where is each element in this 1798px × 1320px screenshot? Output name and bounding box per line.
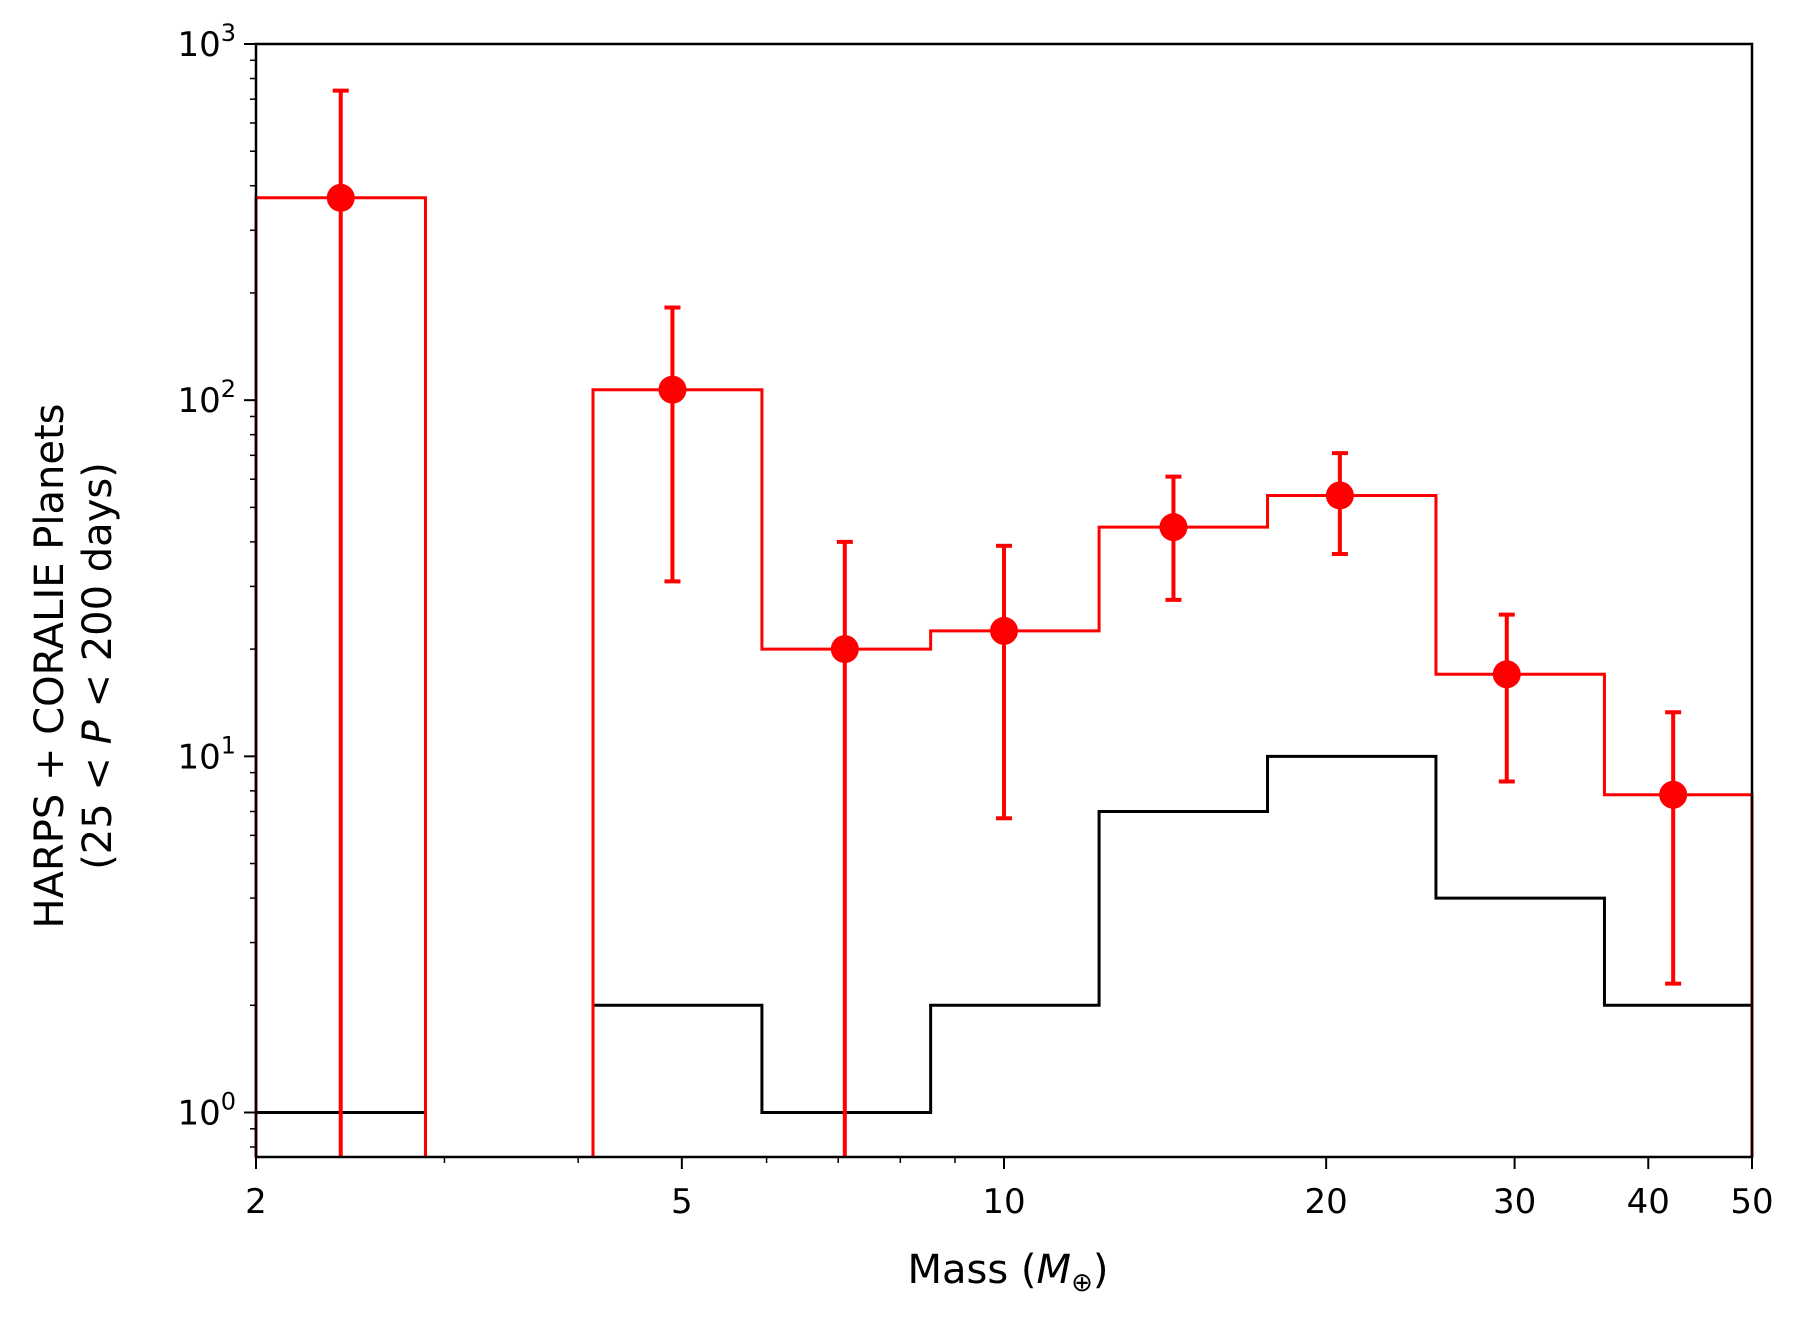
data-point [990,616,1018,645]
y-tick-label: 102 [177,375,236,421]
x-tick-label: 20 [1305,1182,1348,1222]
y-axis-ticks: 100 101 102 103 [177,19,256,1148]
red-data-points [326,88,1688,1157]
y-axis-label: HARPS + CORALIE Planets (25 < P < 200 da… [27,404,121,929]
data-point [1159,513,1188,542]
data-point [326,183,355,212]
data-point [830,635,859,664]
y-tick-label: 101 [177,731,236,777]
x-tick-label: 2 [245,1182,267,1222]
x-tick-label: 30 [1493,1182,1536,1222]
data-point [1325,481,1354,510]
x-tick-label: 40 [1627,1182,1670,1222]
x-tick-label: 5 [671,1182,693,1222]
data-point [658,375,687,404]
y-axis-label-line2: (25 < P < 200 days) [75,462,121,870]
y-tick-label: 103 [177,19,236,65]
x-tick-label: 50 [1730,1182,1773,1222]
data-point [1659,780,1688,809]
y-axis-label-line1: HARPS + CORALIE Planets [27,404,73,929]
data-point [1492,660,1521,689]
x-axis-ticks: 2 5 10 20 30 40 50 [245,1157,1774,1222]
x-axis-label: Mass (M⊕) [908,1247,1109,1298]
y-tick-label: 100 [177,1088,236,1134]
x-tick-label: 10 [982,1182,1025,1222]
